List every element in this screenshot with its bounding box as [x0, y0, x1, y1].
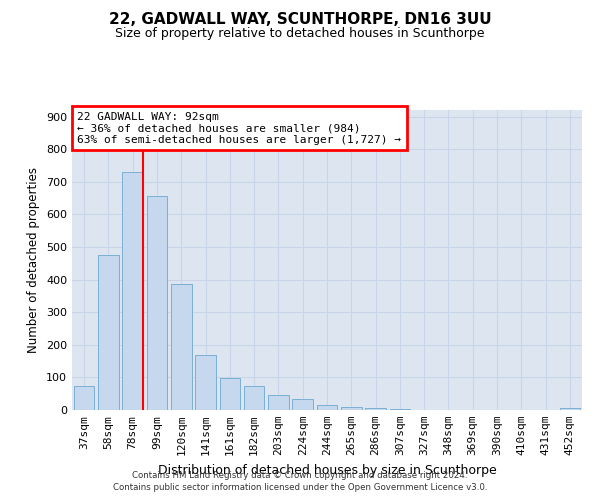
X-axis label: Distribution of detached houses by size in Scunthorpe: Distribution of detached houses by size …	[158, 464, 496, 476]
Text: Size of property relative to detached houses in Scunthorpe: Size of property relative to detached ho…	[115, 28, 485, 40]
Bar	[268, 394, 289, 410]
Bar	[365, 408, 386, 410]
Bar	[341, 406, 362, 410]
Bar	[146, 196, 167, 410]
Bar	[317, 405, 337, 410]
Bar	[171, 284, 191, 410]
Bar	[195, 354, 216, 410]
Y-axis label: Number of detached properties: Number of detached properties	[28, 167, 40, 353]
Bar	[292, 399, 313, 410]
Text: 22, GADWALL WAY, SCUNTHORPE, DN16 3UU: 22, GADWALL WAY, SCUNTHORPE, DN16 3UU	[109, 12, 491, 28]
Text: Contains HM Land Registry data © Crown copyright and database right 2024.
Contai: Contains HM Land Registry data © Crown c…	[113, 471, 487, 492]
Bar	[560, 408, 580, 410]
Bar	[220, 378, 240, 410]
Bar	[98, 255, 119, 410]
Text: 22 GADWALL WAY: 92sqm
← 36% of detached houses are smaller (984)
63% of semi-det: 22 GADWALL WAY: 92sqm ← 36% of detached …	[77, 112, 401, 144]
Bar	[122, 172, 143, 410]
Bar	[244, 386, 265, 410]
Bar	[74, 386, 94, 410]
